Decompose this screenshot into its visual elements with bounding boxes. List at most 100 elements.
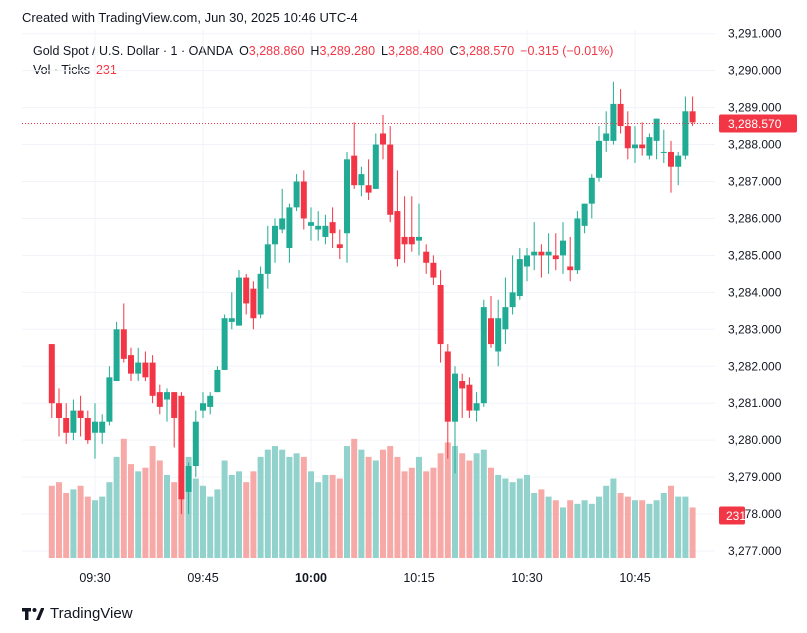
candle-body — [372, 144, 379, 189]
volume-bar — [142, 467, 149, 558]
volume-bar — [264, 449, 271, 558]
candle-body — [365, 185, 372, 193]
volume-bar — [459, 453, 466, 558]
time-tick-label: 09:30 — [79, 571, 110, 585]
price-tick-label: 3,284.000 — [728, 285, 782, 299]
open-label: O — [239, 44, 249, 58]
price-tick-label: 3,280.000 — [728, 433, 782, 447]
volume-bar — [135, 471, 142, 558]
candle-body — [214, 369, 221, 393]
volume-bar — [660, 493, 667, 558]
high-value: 3,289.280 — [319, 44, 376, 58]
volume-bar — [624, 496, 631, 558]
volume-bar — [171, 482, 178, 558]
volume-bar — [509, 482, 516, 558]
volume-legend: Vol · Ticks 231 — [33, 63, 117, 77]
volume-bar — [524, 474, 530, 558]
time-tick-label: 10:15 — [403, 571, 434, 585]
volume-bar — [128, 464, 134, 558]
time-tick-label: 10:00 — [295, 571, 327, 585]
candle-body — [574, 218, 581, 271]
volume-bar — [192, 478, 199, 558]
volume-bar — [488, 467, 494, 558]
volume-bar — [56, 482, 62, 558]
candle-body — [588, 177, 595, 204]
volume-bar — [567, 500, 574, 558]
volume-bar — [610, 478, 617, 558]
candle-body — [387, 144, 394, 215]
volume-bar — [516, 478, 523, 558]
candle-body — [416, 236, 422, 241]
candle-body — [502, 307, 509, 330]
volume-bar — [581, 500, 588, 558]
volume-bar — [250, 471, 257, 558]
volume-bar — [588, 503, 595, 558]
candle-body — [459, 381, 466, 389]
price-tick-label: 3,286.000 — [728, 211, 782, 225]
candle-body — [221, 318, 228, 370]
volume-bar — [156, 460, 163, 558]
candle-body — [682, 111, 689, 156]
candle-body — [516, 259, 523, 297]
volume-bar — [286, 456, 293, 558]
volume-bar — [387, 446, 394, 558]
candle-body — [164, 392, 170, 400]
candle-body — [581, 203, 588, 226]
candle-body — [128, 355, 134, 374]
low-value: 3,288.480 — [388, 44, 444, 58]
candle-body — [63, 417, 70, 433]
volume-bar — [164, 474, 170, 558]
candle-body — [322, 225, 329, 237]
volume-bar — [77, 485, 84, 558]
last-volume-label: 231 — [726, 509, 746, 523]
candle-body — [444, 351, 451, 422]
candle-body — [524, 255, 530, 267]
volume-bar — [560, 507, 566, 558]
candle-body — [315, 225, 322, 230]
candle-body — [243, 277, 250, 304]
volume-bar — [682, 496, 689, 558]
volume-bar — [207, 496, 214, 558]
candle-body — [200, 403, 206, 411]
time-tick-label: 09:45 — [187, 571, 218, 585]
volume-bar — [113, 456, 120, 558]
volume-bar — [336, 478, 343, 558]
candle-body — [135, 362, 142, 374]
volume-bar — [200, 485, 206, 558]
candle-body — [106, 377, 113, 422]
volume-bar — [372, 460, 379, 558]
last-volume-badge — [719, 506, 745, 525]
candle-body — [567, 266, 574, 271]
volume-bar — [106, 482, 113, 558]
tradingview-logo-icon — [22, 607, 44, 620]
volume-bar — [653, 500, 660, 558]
open-value: 3,288.860 — [248, 44, 305, 58]
price-tick-label: 3,285.000 — [728, 248, 782, 262]
candle-body — [437, 284, 444, 345]
candle-body — [617, 103, 624, 127]
candle-body — [272, 225, 278, 245]
last-price-badge — [719, 114, 797, 133]
volume-bar — [120, 438, 127, 558]
volume-bar — [416, 456, 422, 558]
volume-label[interactable]: Vol · Ticks — [33, 63, 90, 77]
candle-body — [84, 417, 91, 441]
tradingview-brand[interactable]: TradingView — [22, 605, 133, 622]
volume-bar — [401, 471, 408, 558]
candle-body — [560, 240, 566, 256]
brand-name: TradingView — [50, 605, 133, 622]
volume-bar — [365, 456, 372, 558]
candle-body — [495, 318, 502, 352]
candle-body — [639, 144, 646, 149]
price-tick-label: 3,288.000 — [728, 138, 782, 152]
low-label: L — [381, 44, 388, 58]
candle-body — [380, 133, 386, 145]
volume-bar — [236, 471, 242, 558]
volume-bar — [444, 442, 451, 558]
symbol-title[interactable]: Gold Spot / U.S. Dollar · 1 · OANDA — [33, 44, 234, 58]
candle-body — [171, 392, 178, 418]
ohlc-legend: Gold Spot / U.S. Dollar · 1 · OANDA O3,28… — [33, 44, 613, 58]
volume-bar — [63, 493, 70, 558]
price-tick-label: 3,283.000 — [728, 322, 782, 336]
